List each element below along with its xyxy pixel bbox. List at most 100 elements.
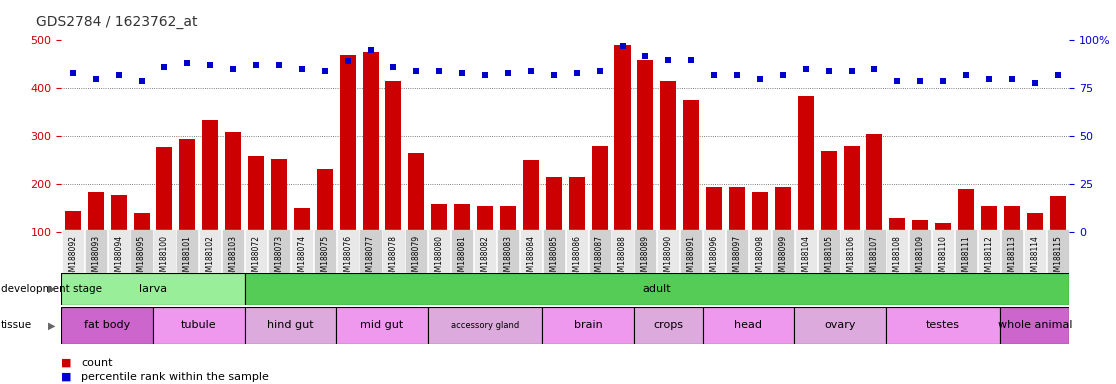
Point	[1003, 76, 1021, 82]
Bar	[65, 211, 80, 232]
Bar	[180, 139, 195, 232]
Point	[568, 70, 586, 76]
Text: larva: larva	[138, 284, 167, 294]
Bar	[729, 187, 745, 232]
Point	[636, 53, 654, 59]
Point	[453, 70, 471, 76]
Bar	[88, 192, 104, 232]
Bar	[477, 206, 493, 232]
Point	[201, 62, 219, 68]
Point	[820, 68, 838, 74]
Point	[109, 72, 127, 78]
Bar	[935, 223, 951, 232]
Text: brain: brain	[574, 320, 603, 331]
Point	[751, 76, 769, 82]
Point	[1026, 79, 1043, 86]
Text: testes: testes	[926, 320, 960, 331]
Bar	[775, 187, 791, 232]
Text: percentile rank within the sample: percentile rank within the sample	[81, 372, 269, 382]
Point	[1049, 72, 1067, 78]
Text: ▶: ▶	[48, 284, 56, 294]
Point	[270, 62, 288, 68]
Text: tubule: tubule	[181, 320, 217, 331]
Point	[590, 68, 608, 74]
Bar	[523, 161, 539, 232]
Point	[179, 60, 196, 66]
Point	[133, 78, 151, 84]
Bar	[752, 192, 768, 232]
Bar	[427, 307, 542, 344]
Point	[522, 68, 540, 74]
Point	[660, 56, 677, 63]
Point	[773, 72, 791, 78]
Bar	[1050, 196, 1066, 232]
Bar	[385, 81, 402, 232]
Text: head: head	[734, 320, 762, 331]
Bar	[431, 204, 448, 232]
Text: development stage: development stage	[1, 284, 103, 294]
Bar	[110, 195, 126, 232]
Point	[224, 66, 242, 72]
Bar	[156, 147, 173, 232]
Bar	[683, 100, 700, 232]
Bar	[798, 96, 814, 232]
Bar	[706, 187, 722, 232]
Point	[843, 68, 860, 74]
Point	[866, 66, 884, 72]
Bar	[271, 159, 287, 232]
Point	[958, 72, 975, 78]
Bar	[244, 273, 1069, 305]
Point	[64, 70, 81, 76]
Bar	[615, 45, 631, 232]
Point	[431, 68, 449, 74]
Bar	[454, 204, 470, 232]
Point	[385, 64, 403, 70]
Text: mid gut: mid gut	[360, 320, 404, 331]
Bar	[820, 151, 837, 232]
Bar	[546, 177, 561, 232]
Point	[155, 64, 173, 70]
Text: GDS2784 / 1623762_at: GDS2784 / 1623762_at	[37, 15, 198, 29]
Point	[247, 62, 264, 68]
Point	[705, 72, 723, 78]
Bar	[248, 156, 264, 232]
Bar	[244, 307, 336, 344]
Point	[614, 43, 632, 49]
Bar	[912, 220, 929, 232]
Bar	[844, 146, 859, 232]
Bar	[363, 52, 378, 232]
Bar	[795, 307, 886, 344]
Text: ■: ■	[61, 358, 71, 368]
Point	[477, 72, 494, 78]
Bar	[339, 55, 356, 232]
Point	[339, 58, 357, 65]
Text: hind gut: hind gut	[267, 320, 314, 331]
Bar	[637, 60, 654, 232]
Text: ■: ■	[61, 372, 71, 382]
Text: fat body: fat body	[84, 320, 131, 331]
Bar	[866, 134, 883, 232]
Bar	[1027, 213, 1042, 232]
Bar	[153, 307, 244, 344]
Bar	[591, 146, 607, 232]
Text: count: count	[81, 358, 113, 368]
Bar	[569, 177, 585, 232]
Point	[316, 68, 334, 74]
Point	[728, 72, 745, 78]
Bar	[1000, 307, 1069, 344]
Bar	[225, 131, 241, 232]
Text: accessory gland: accessory gland	[451, 321, 519, 330]
Point	[292, 66, 310, 72]
Bar	[500, 206, 516, 232]
Bar	[202, 119, 219, 232]
Bar	[1004, 206, 1020, 232]
Bar	[61, 273, 244, 305]
Bar	[958, 189, 974, 232]
Bar	[634, 307, 703, 344]
Bar	[317, 169, 333, 232]
Point	[888, 78, 906, 84]
Text: ▶: ▶	[48, 320, 56, 331]
Point	[499, 70, 517, 76]
Point	[545, 72, 562, 78]
Point	[934, 78, 952, 84]
